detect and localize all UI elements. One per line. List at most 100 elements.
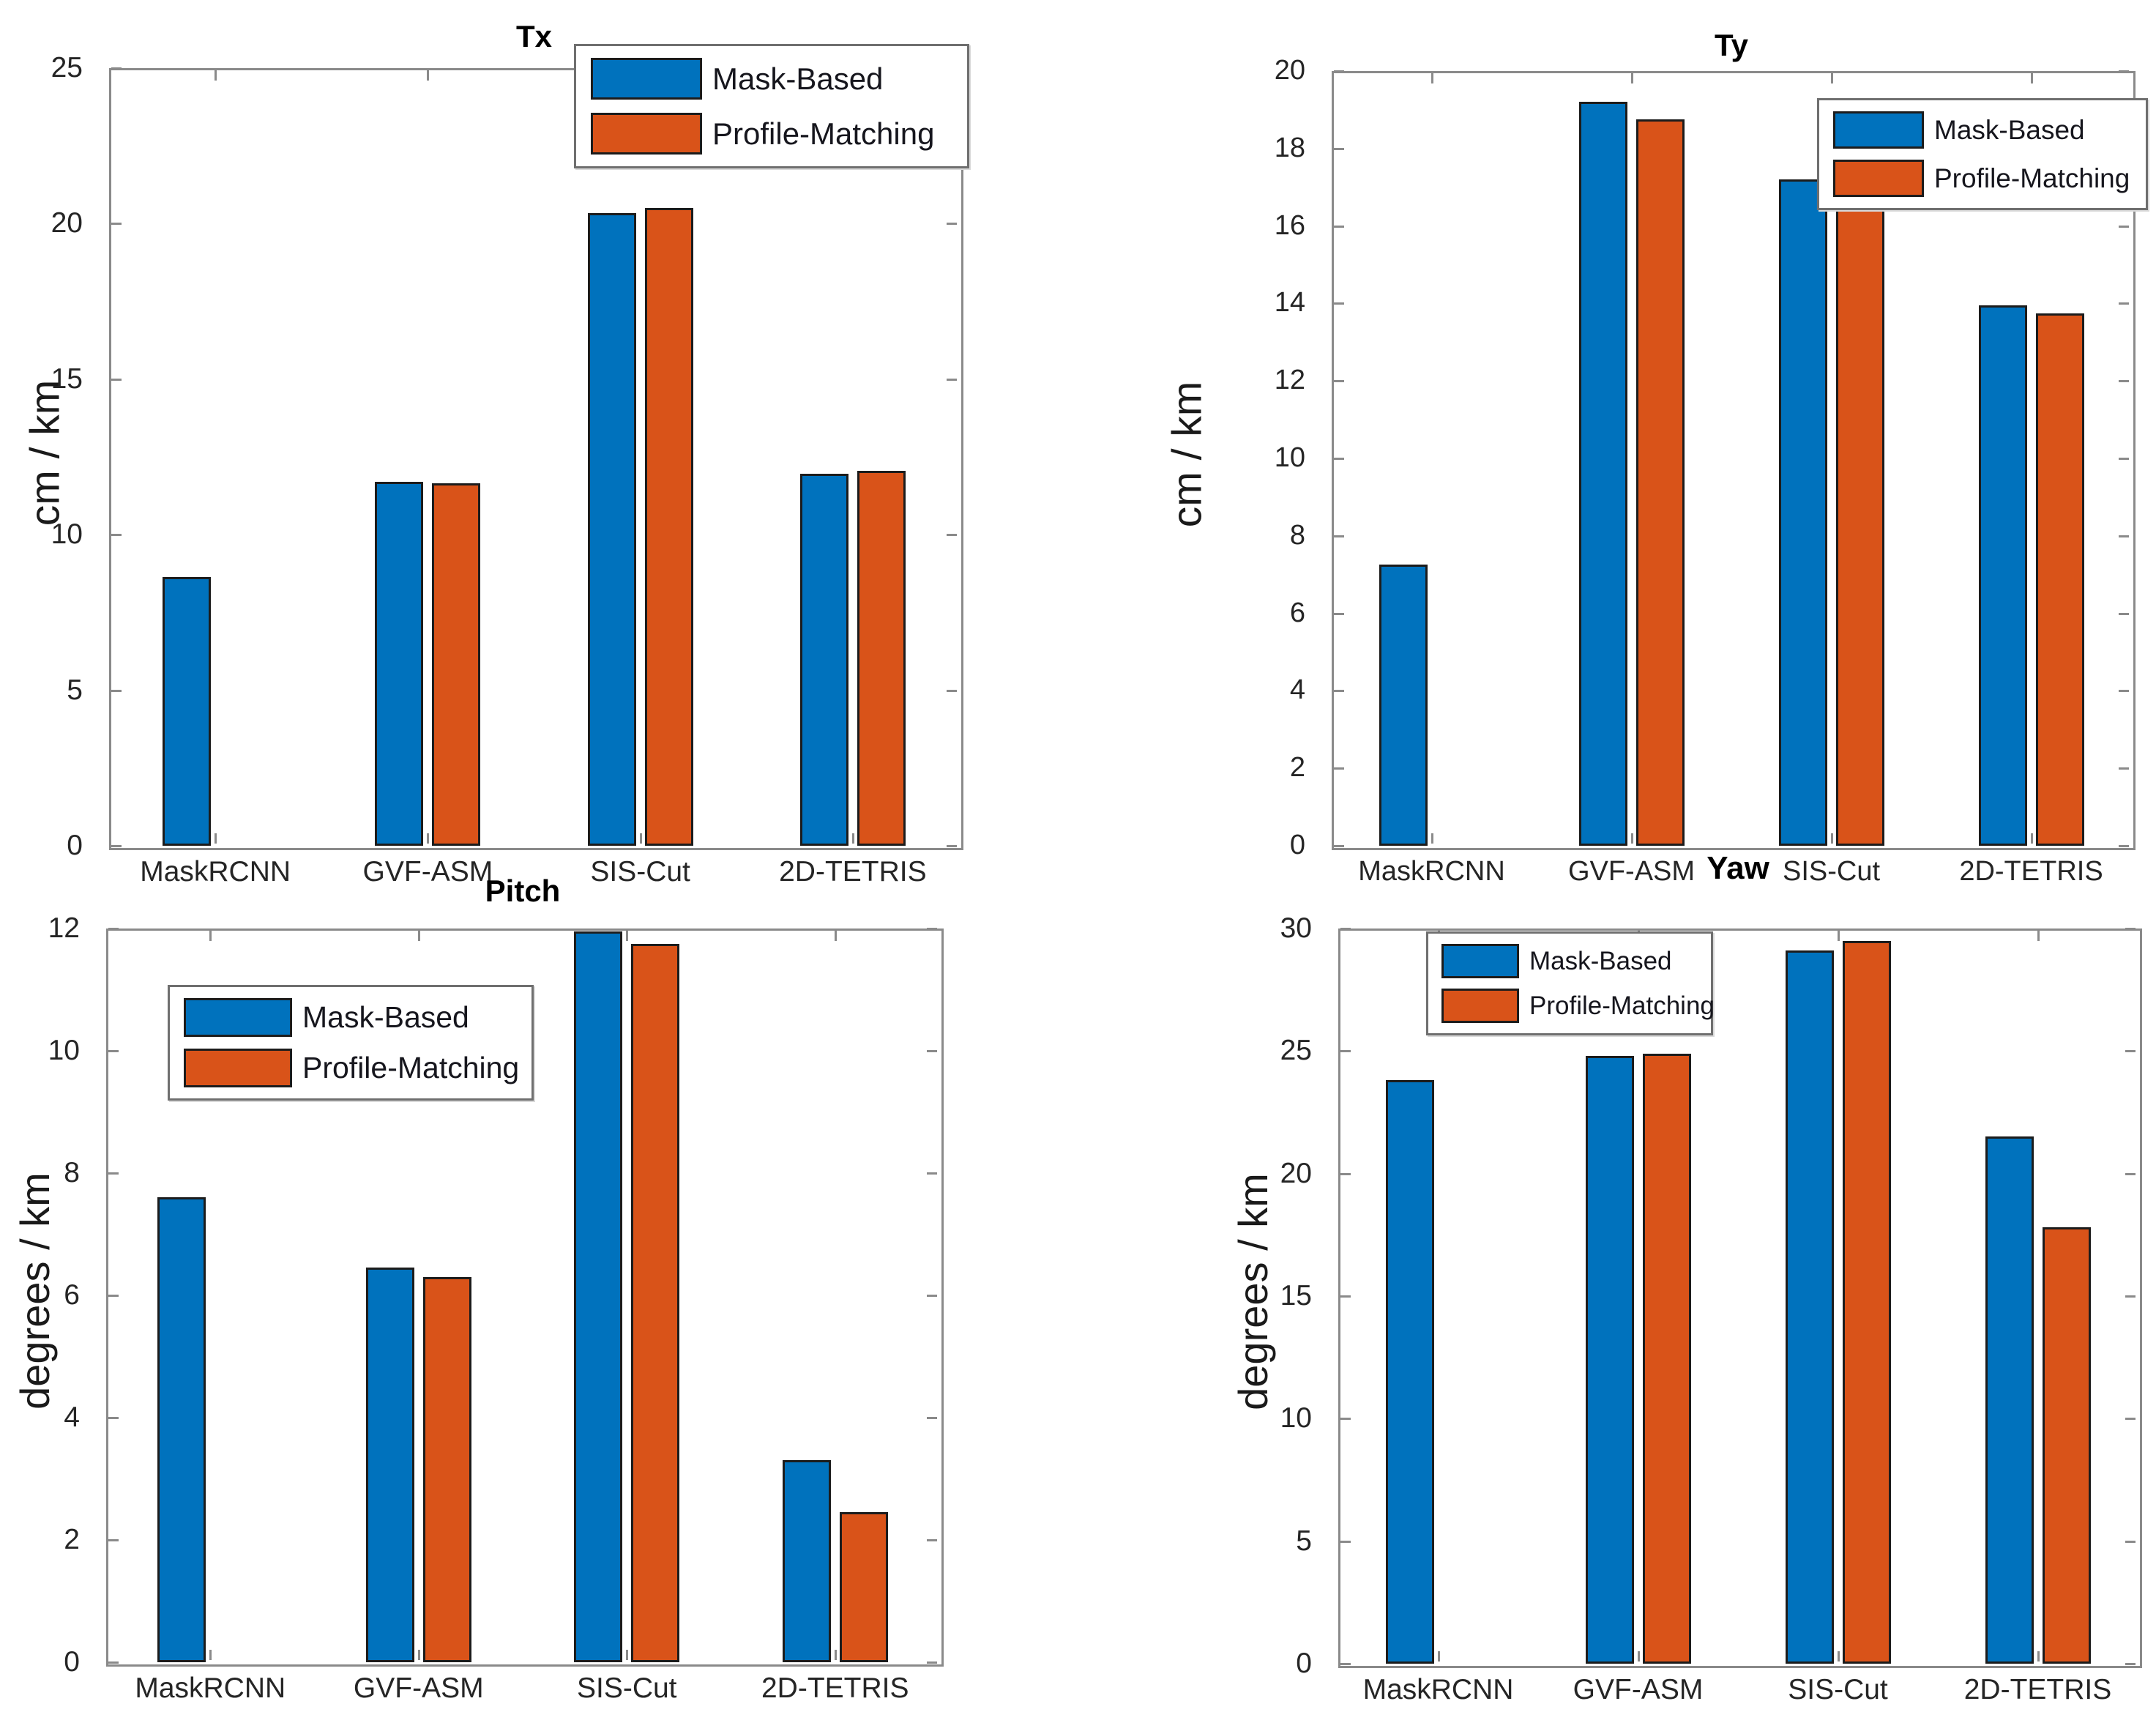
y-axis-tick — [1334, 845, 1344, 847]
bar-tx-maskrcnn-mask-based — [163, 577, 211, 846]
y-tick-label: 14 — [1274, 287, 1305, 319]
x-axis-tick — [2037, 1651, 2040, 1661]
x-axis-tick — [417, 1650, 420, 1660]
chart-title: Pitch — [485, 874, 561, 908]
y-tick-label: 20 — [1274, 55, 1305, 86]
x-axis-tick — [1630, 833, 1633, 844]
y-tick-label: 2 — [1289, 752, 1305, 784]
y-tick-label: 4 — [64, 1402, 80, 1433]
bar-ty-sis-cut-profile-matching — [1836, 189, 1884, 846]
chart-title: Tx — [515, 19, 552, 53]
y-tick-label: 8 — [1289, 519, 1305, 551]
y-axis-tick-right — [927, 1661, 937, 1664]
y-axis-tick — [1340, 928, 1351, 930]
bar-ty-gvf-asm-profile-matching — [1636, 119, 1685, 846]
x-axis-tick — [1431, 833, 1433, 844]
y-axis-tick-right — [2119, 302, 2129, 305]
y-tick-label: 15 — [51, 362, 83, 395]
bar-pitch-gvf-asm-profile-matching — [423, 1277, 471, 1662]
bar-yaw-maskrcnn-mask-based — [1386, 1080, 1434, 1664]
bar-pitch-maskrcnn-mask-based — [157, 1197, 206, 1662]
y-tick-label: 6 — [64, 1279, 80, 1311]
y-tick-label: 18 — [1274, 132, 1305, 163]
legend-swatch-profile-matching — [1441, 989, 1519, 1023]
y-axis-tick — [1334, 458, 1344, 460]
y-axis-tick — [1340, 1663, 1351, 1665]
legend-swatch-profile-matching — [591, 113, 702, 155]
x-category-label: 2D-TETRIS — [1959, 856, 2103, 887]
x-axis-tick-top — [1837, 931, 1840, 941]
y-axis-tick — [108, 1050, 119, 1052]
y-tick-label: 8 — [64, 1157, 80, 1188]
legend-swatch-mask-based — [1833, 111, 1924, 149]
y-tick-label: 20 — [51, 207, 83, 239]
legend-item-mask-based: Mask-Based — [591, 58, 952, 100]
y-axis-tick-right — [947, 378, 957, 381]
y-tick-label: 30 — [1280, 912, 1312, 944]
y-axis-tick-right — [927, 1172, 937, 1175]
y-tick-label: 12 — [1274, 365, 1305, 396]
y-axis-tick — [111, 223, 122, 226]
y-axis-tick — [1334, 380, 1344, 383]
y-axis-tick — [108, 1172, 119, 1175]
y-axis-tick — [1334, 535, 1344, 537]
x-category-label: SIS-Cut — [590, 856, 690, 887]
legend-label: Profile-Matching — [1529, 991, 1715, 1020]
y-tick-label: 25 — [51, 52, 83, 83]
legend-label: Mask-Based — [302, 1000, 469, 1034]
y-tick-label: 10 — [1280, 1402, 1312, 1434]
y-axis-tick — [1340, 1172, 1351, 1175]
y-tick-label: 2 — [64, 1524, 80, 1555]
y-axis-tick — [1334, 147, 1344, 150]
x-axis-tick — [639, 833, 642, 844]
y-axis-tick — [111, 534, 122, 537]
y-axis-tick — [111, 689, 122, 692]
y-axis-tick — [111, 845, 122, 847]
legend-label: Mask-Based — [1934, 115, 2085, 145]
legend-item-profile-matching: Profile-Matching — [184, 1049, 519, 1087]
y-axis-tick — [1340, 1418, 1351, 1421]
y-tick-label: 20 — [1280, 1157, 1312, 1189]
x-category-label: 2D-TETRIS — [761, 1672, 909, 1704]
bar-ty-gvf-asm-mask-based — [1579, 102, 1627, 846]
x-axis-tick-top — [427, 70, 430, 81]
y-tick-label: 10 — [51, 518, 83, 551]
y-tick-label: 5 — [67, 674, 83, 706]
x-axis-tick-top — [215, 70, 217, 81]
y-axis-tick-right — [2119, 70, 2129, 72]
bar-tx-sis-cut-mask-based — [588, 213, 636, 846]
x-axis-tick-top — [209, 931, 212, 941]
y-axis-tick-right — [2119, 767, 2129, 770]
x-axis-tick — [209, 1650, 212, 1660]
bar-tx-2d-tetris-profile-matching — [857, 471, 906, 846]
y-tick-label: 25 — [1280, 1035, 1312, 1067]
y-axis-tick — [108, 1661, 119, 1664]
y-axis-tick-right — [2125, 1050, 2136, 1053]
x-category-label: MaskRCNN — [135, 1672, 286, 1704]
x-axis-tick — [626, 1650, 629, 1660]
y-axis-tick — [1334, 225, 1344, 228]
y-axis-tick — [1340, 1295, 1351, 1298]
legend-box: Mask-Based Profile-Matching — [574, 44, 969, 168]
x-category-label: GVF-ASM — [362, 856, 493, 887]
legend-item-mask-based: Mask-Based — [1833, 111, 2132, 149]
legend-box: Mask-Based Profile-Matching — [1817, 98, 2148, 210]
x-axis-tick-top — [626, 931, 629, 941]
legend-label: Profile-Matching — [1934, 163, 2130, 193]
y-axis-tick-right — [927, 1417, 937, 1419]
y-axis-tick-right — [947, 534, 957, 537]
y-axis-tick-right — [927, 1295, 937, 1297]
y-axis-tick-right — [2125, 928, 2136, 930]
x-axis-tick — [834, 1650, 837, 1660]
y-axis-tick-right — [2119, 612, 2129, 615]
x-category-label: MaskRCNN — [140, 856, 291, 887]
y-tick-label: 15 — [1280, 1280, 1312, 1311]
y-axis-tick — [108, 928, 119, 930]
x-axis-tick-top — [1431, 73, 1433, 83]
bar-yaw-sis-cut-profile-matching — [1843, 941, 1891, 1664]
bar-tx-gvf-asm-profile-matching — [432, 483, 480, 846]
bar-yaw-sis-cut-mask-based — [1786, 950, 1834, 1664]
y-axis-tick — [108, 1417, 119, 1419]
legend-item-mask-based: Mask-Based — [1441, 944, 1698, 978]
